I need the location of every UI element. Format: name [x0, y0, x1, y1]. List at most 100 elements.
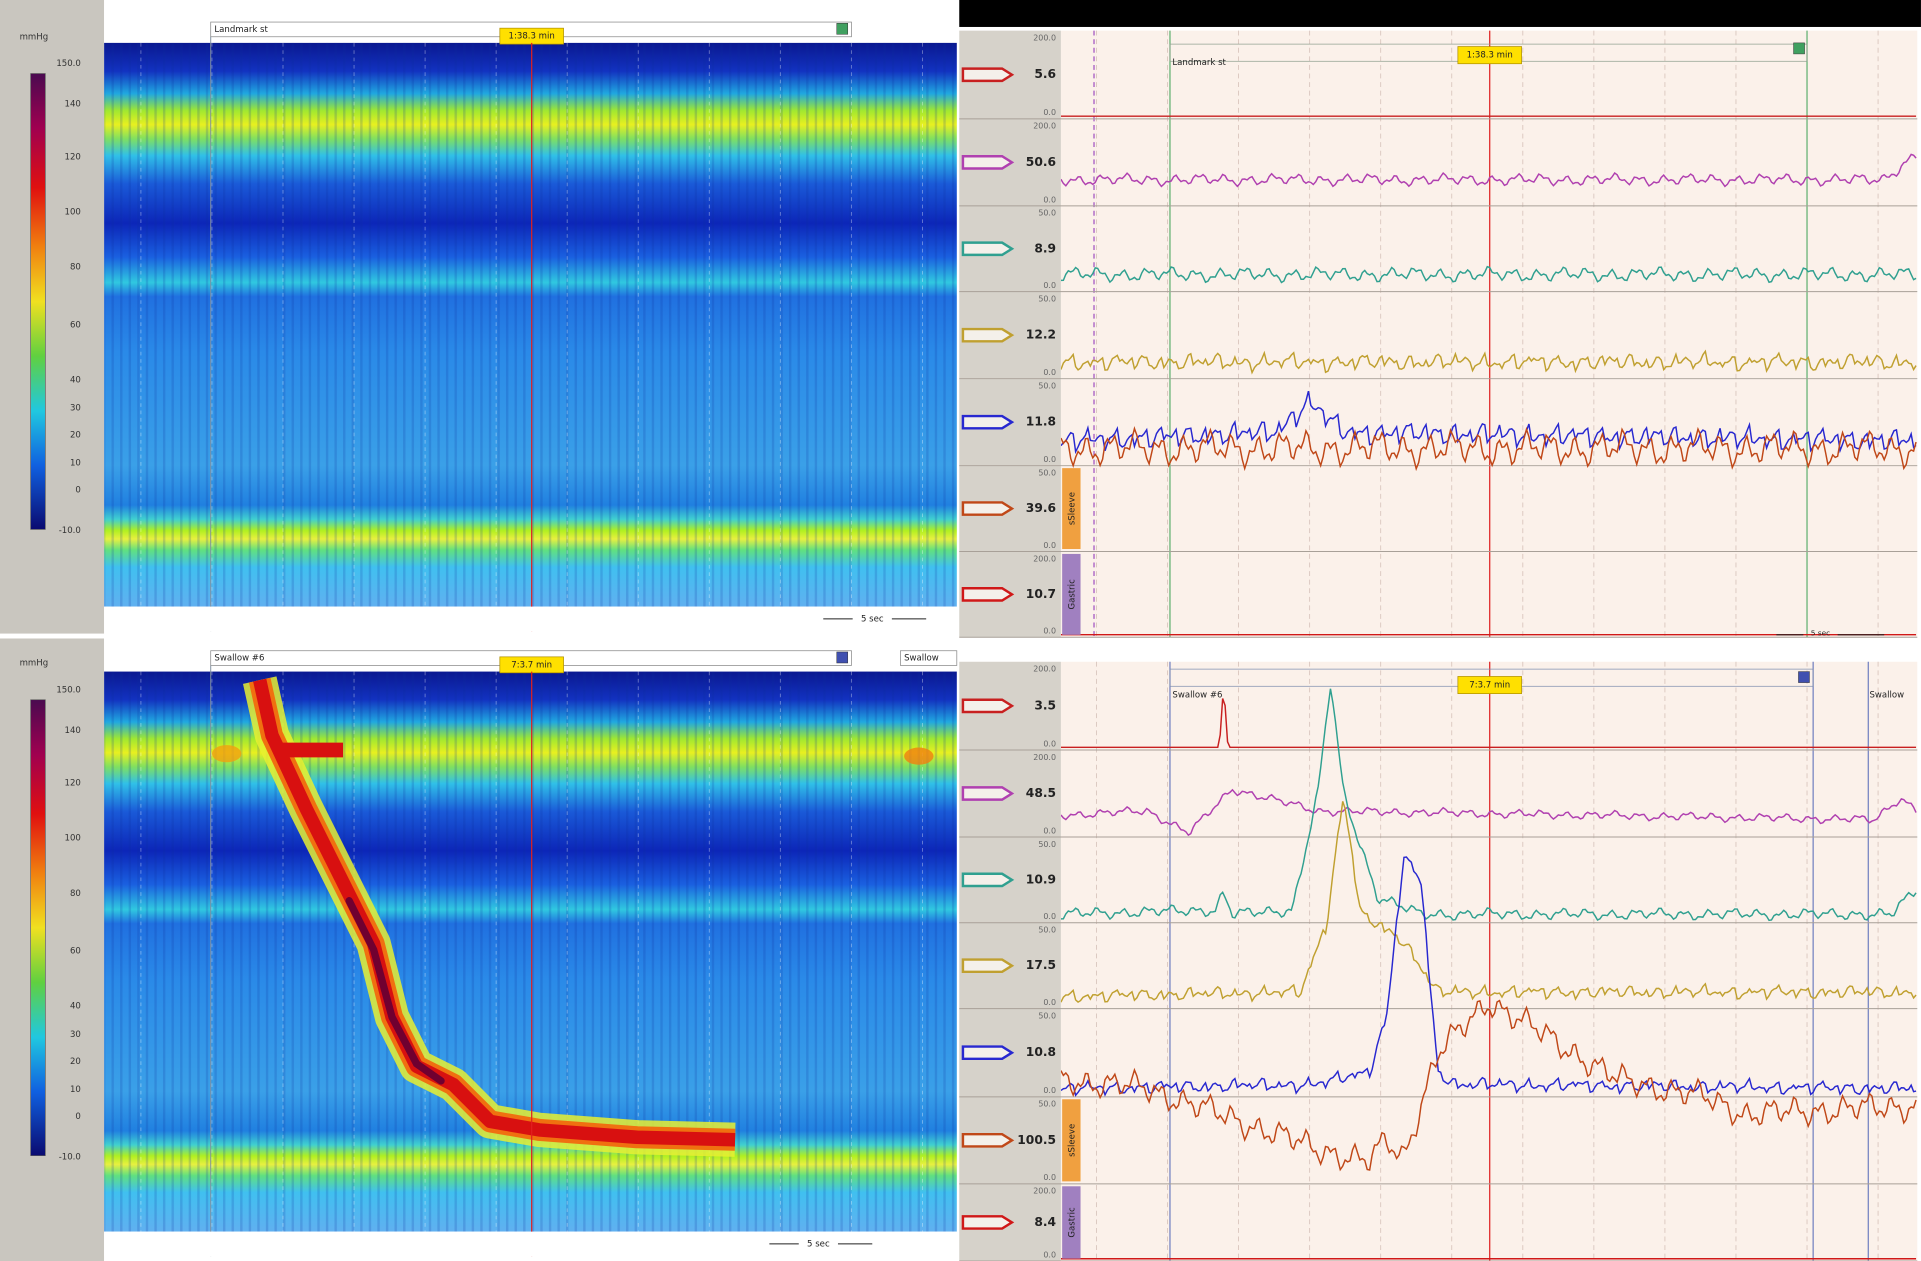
channel-max: 50.0 — [1038, 1011, 1056, 1020]
time-label: 7:3.7 min — [1469, 681, 1510, 691]
channel-max: 50.0 — [1038, 840, 1056, 849]
channel-value: 100.5 — [1017, 1133, 1056, 1147]
channel-badge — [963, 69, 1012, 81]
channel-max: 200.0 — [1033, 33, 1056, 42]
time-label: 1:38.3 min — [1467, 51, 1513, 61]
page: { "left_top": { "unit": "mmHg", "scale_t… — [0, 0, 1921, 1261]
scale-bar-label: 5 sec — [807, 1239, 830, 1249]
colorbar-tick: 60 — [70, 946, 81, 956]
event-icon — [1798, 672, 1809, 683]
channel-max: 200.0 — [1033, 1187, 1056, 1196]
colorbar-tick: 20 — [70, 431, 81, 441]
channel-badge — [963, 1216, 1012, 1228]
channel-badge — [963, 156, 1012, 168]
right-gap — [959, 637, 1921, 662]
event-marker-label: Landmark st — [214, 25, 268, 35]
unit-label: mmHg — [20, 32, 49, 42]
colorbar-tick: 80 — [70, 889, 81, 899]
channel-badge — [963, 700, 1012, 712]
channel-min: 0.0 — [1043, 998, 1056, 1007]
channel-badge — [963, 329, 1012, 341]
channel-value: 48.5 — [1026, 786, 1056, 800]
scale-bar-label: 5 sec — [1811, 629, 1830, 638]
event-marker-label: Swallow — [904, 654, 939, 664]
sleeve-label: sSleeve — [1067, 1124, 1077, 1157]
channel-min: 0.0 — [1043, 1173, 1056, 1182]
time-label: 1:38.3 min — [509, 32, 555, 42]
channel-value: 12.2 — [1026, 328, 1056, 342]
channel-min: 0.0 — [1043, 627, 1056, 636]
channel-min: 0.0 — [1043, 541, 1056, 550]
channel-value: 11.8 — [1026, 415, 1056, 429]
event-icon — [837, 652, 848, 663]
event-marker-label: Landmark st — [1172, 58, 1226, 68]
sleeve-label: sSleeve — [1067, 492, 1077, 525]
scaled-layout: mmHg150.01401201008060403020100-10.0Land… — [0, 0, 1921, 1261]
channel-max: 200.0 — [1033, 554, 1056, 563]
channel-min: 0.0 — [1043, 739, 1056, 748]
left-sidebar — [0, 0, 104, 1261]
channel-max: 200.0 — [1033, 665, 1056, 674]
event-marker-label: Swallow #6 — [1172, 690, 1222, 700]
channel-value: 8.9 — [1034, 241, 1056, 255]
colorbar-tick: 0 — [75, 486, 80, 496]
colorbar-tick: 0 — [75, 1112, 80, 1122]
event-icon — [1794, 43, 1805, 54]
channel-max: 200.0 — [1033, 753, 1056, 762]
channel-max: 50.0 — [1038, 382, 1056, 391]
colorbar-tick: 150.0 — [56, 59, 81, 69]
channel-value: 10.9 — [1026, 872, 1056, 886]
channel-badge — [963, 874, 1012, 886]
channel-value: 39.6 — [1026, 501, 1056, 515]
channel-min: 0.0 — [1043, 912, 1056, 921]
channel-min: 0.0 — [1043, 281, 1056, 290]
channel-max: 50.0 — [1038, 1100, 1056, 1109]
channel-min: 0.0 — [1043, 108, 1056, 117]
colorbar-tick: 10 — [70, 459, 81, 469]
channel-value: 8.4 — [1034, 1215, 1056, 1229]
colorbar-tick: 140 — [65, 100, 81, 110]
les-spot — [904, 748, 933, 765]
colorbar-tick: 150.0 — [56, 685, 81, 695]
colorbar-tick: 20 — [70, 1057, 81, 1067]
event-marker-label: Swallow #6 — [214, 654, 264, 664]
event-icon — [837, 23, 848, 34]
colorbar-tick: 100 — [65, 834, 81, 844]
channel-max: 50.0 — [1038, 295, 1056, 304]
channel-max: 200.0 — [1033, 122, 1056, 131]
colorbar-tick: -10.0 — [59, 1152, 81, 1162]
unit-label: mmHg — [20, 658, 49, 668]
time-label: 7:3.7 min — [511, 660, 552, 670]
channel-badge — [963, 960, 1012, 972]
gastric-label: Gastric — [1067, 579, 1077, 610]
top-bar — [959, 0, 1921, 27]
channel-badge — [963, 243, 1012, 255]
channel-value: 50.6 — [1026, 155, 1056, 169]
channel-max: 50.0 — [1038, 209, 1056, 218]
colorbar-tick: 30 — [70, 404, 81, 414]
channel-value: 10.8 — [1026, 1045, 1056, 1059]
channel-min: 0.0 — [1043, 1086, 1056, 1095]
channel-value: 3.5 — [1034, 698, 1056, 712]
channel-max: 50.0 — [1038, 926, 1056, 935]
colorbar-tick: 120 — [65, 779, 81, 789]
channel-badge — [963, 416, 1012, 428]
channel-value: 5.6 — [1034, 67, 1056, 81]
channel-value: 10.7 — [1026, 587, 1056, 601]
colorbar-tick: 100 — [65, 208, 81, 218]
les-spot — [212, 745, 241, 762]
channel-badge — [963, 1047, 1012, 1059]
channel-badge — [963, 588, 1012, 600]
channel-badge — [963, 1134, 1012, 1146]
colorbar-tick: 30 — [70, 1030, 81, 1040]
scale-bar-label: 5 sec — [861, 614, 884, 624]
channel-min: 0.0 — [1043, 368, 1056, 377]
event-marker-label: Swallow — [1870, 690, 1905, 700]
channel-min: 0.0 — [1043, 195, 1056, 204]
screenshot: mmHg150.01401201008060403020100-10.0Land… — [0, 0, 1921, 1261]
channel-value: 17.5 — [1026, 958, 1056, 972]
channel-min: 0.0 — [1043, 1250, 1056, 1259]
colorbar-tick: 40 — [70, 375, 81, 385]
heatmap-texture — [104, 43, 957, 607]
colorbar-tick: 60 — [70, 320, 81, 330]
